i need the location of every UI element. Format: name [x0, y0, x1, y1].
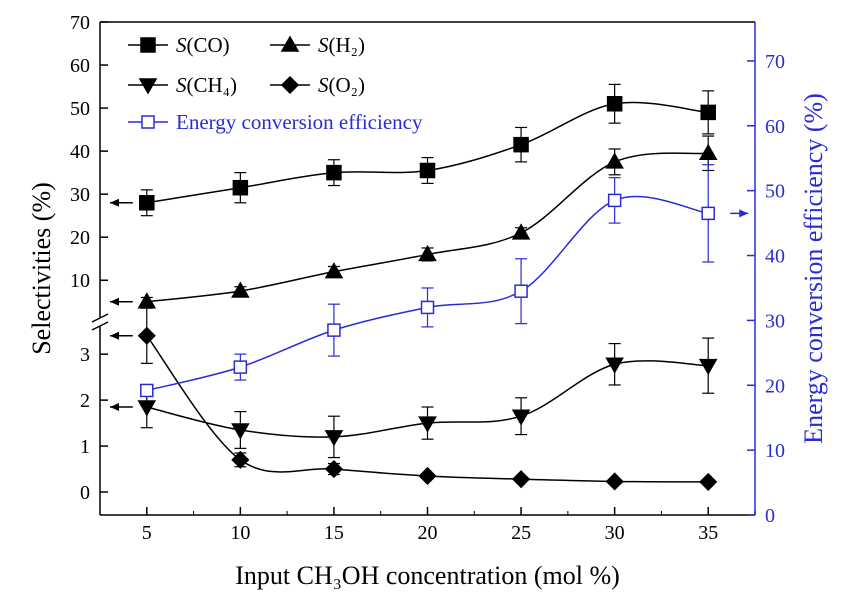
y-tick-label: 70 [70, 12, 90, 34]
marker [701, 206, 715, 221]
y2-tick-label: 60 [765, 116, 785, 138]
marker [280, 75, 300, 95]
legend-entry: S(CH₄) [128, 73, 237, 97]
legend-label: S(CO) [176, 33, 230, 57]
marker [232, 179, 249, 196]
pointer-arrowhead [739, 209, 749, 218]
marker [324, 430, 344, 447]
x-tick-label: 15 [324, 522, 344, 544]
x-tick-label: 30 [605, 522, 625, 544]
marker [141, 115, 155, 129]
pointer-arrowhead [110, 198, 119, 207]
pointer-arrowhead [110, 297, 119, 306]
marker [513, 136, 529, 153]
y-tick-label: 2 [80, 390, 90, 412]
y2-tick-label: 50 [765, 181, 785, 203]
marker [511, 409, 531, 426]
marker [280, 35, 300, 52]
marker [511, 223, 531, 240]
marker [512, 470, 531, 489]
marker [606, 96, 623, 112]
y-tick-label: 3 [80, 344, 90, 366]
marker [137, 326, 156, 345]
y2-tick-label: 0 [765, 505, 775, 527]
y2-tick-label: 10 [765, 440, 785, 462]
y2-axis-label: Energy conversion efficiency (%) [799, 93, 828, 444]
axis-break [91, 321, 109, 331]
y-tick-label: 10 [70, 270, 90, 292]
axis-break-gap [94, 318, 106, 326]
marker [418, 416, 437, 433]
marker [140, 383, 154, 398]
y2-tick-label: 40 [765, 246, 785, 268]
pointer-arrowhead [110, 403, 119, 412]
legend-entry: Energy conversion efficiency [128, 110, 423, 134]
legend-label: Energy conversion efficiency [176, 110, 423, 134]
legend-entry: S(CO) [128, 33, 230, 57]
y2-tick-label: 20 [765, 375, 785, 397]
marker [139, 195, 155, 211]
pointer-arrowhead [110, 331, 119, 340]
marker [420, 300, 435, 315]
marker [137, 400, 157, 417]
x-tick-label: 35 [698, 522, 718, 544]
y-tick-label: 40 [70, 141, 90, 163]
legend-label: S(CH₄) [176, 73, 237, 97]
y-tick-label: 20 [70, 227, 90, 249]
x-tick-label: 20 [418, 522, 438, 544]
marker [233, 360, 248, 374]
marker [324, 459, 343, 479]
marker [327, 323, 341, 337]
axis-break [91, 313, 109, 323]
marker [418, 466, 437, 486]
marker [698, 358, 718, 376]
marker [419, 162, 436, 179]
y-tick-label: 30 [70, 184, 90, 206]
marker [605, 472, 624, 491]
marker [698, 143, 718, 161]
marker [418, 244, 437, 262]
marker [514, 284, 528, 298]
x-tick-label: 10 [230, 522, 250, 544]
legend-entry: S(O₂) [270, 73, 365, 97]
marker [605, 152, 624, 169]
x-tick-label: 25 [511, 522, 531, 544]
marker [700, 104, 716, 121]
y-tick-label: 1 [80, 436, 90, 458]
marker [231, 281, 250, 298]
legend-entry: S(H₂) [270, 33, 365, 57]
legend-label: S(O₂) [318, 73, 365, 97]
marker [140, 37, 156, 53]
marker [324, 262, 344, 279]
y-tick-label: 50 [70, 98, 90, 120]
legend-label: S(H₂) [318, 33, 365, 57]
y-tick-label: 0 [80, 482, 90, 504]
y-axis-label: Selectivities (%) [27, 182, 56, 355]
y2-tick-label: 30 [765, 310, 785, 332]
marker [231, 450, 250, 469]
x-tick-label: 5 [142, 522, 152, 544]
y-tick-label: 60 [70, 55, 90, 77]
marker [138, 78, 158, 95]
x-axis-label: Input CH₃OH concentration (mol %) [235, 561, 620, 590]
marker [607, 193, 622, 208]
marker [326, 164, 342, 181]
y2-tick-label: 70 [765, 51, 785, 73]
marker [231, 423, 250, 440]
marker [699, 472, 718, 491]
marker [605, 357, 624, 374]
